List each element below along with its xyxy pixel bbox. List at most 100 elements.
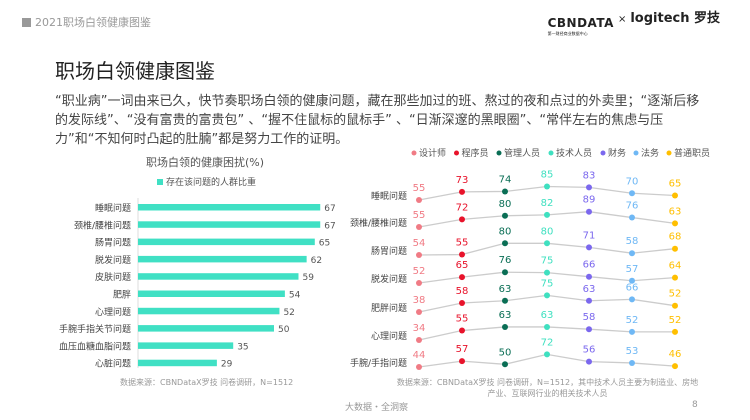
legend-label: 财务 [608,147,626,159]
legend-label: 法务 [641,147,659,159]
point-value-label: 80 [541,226,554,237]
logitech-logo: logitech 罗技 [630,11,720,26]
bar-category-label: 肠胃问题 [95,237,131,249]
line-point [416,337,422,343]
point-value-label: 58 [456,286,469,297]
bar-chart-source: 数据来源：CBNDataX罗技 问卷调研，N=1512 [120,378,294,387]
line-point [459,327,465,334]
bar-category-label: 脱发问题 [95,254,131,266]
bar [138,238,315,246]
line-point [629,328,635,335]
bar [138,307,280,315]
line-point [629,250,635,257]
line-point [544,351,550,358]
line-point [416,197,422,203]
line-category-label: 肠胃问题 [371,245,407,257]
header-square-icon [22,17,31,27]
cbndata-sub: 第一财经商业数据中心 [547,31,588,36]
bar-category-label: 睡眠问题 [95,202,131,214]
point-value-label: 55 [413,183,426,194]
line-point [672,245,678,252]
point-value-label: 75 [541,256,554,267]
footer-slogan: 大数据・全洞察 [345,403,409,413]
line-point [672,302,678,309]
line-point [672,328,678,335]
bar-chart-title: 职场白领的健康困扰(%) [146,155,264,169]
legend-label: 普通职员 [674,147,710,159]
brand-logo: CBNDATA 第一财经商业数据中心 × logitech 罗技 [548,12,720,37]
line-point [502,269,508,276]
point-value-label: 65 [669,179,682,190]
bar-value-label: 67 [324,221,335,231]
line-point [502,323,508,330]
line-category-label: 心理问题 [371,330,407,342]
line-point [459,274,465,281]
legend-label: 程序员 [462,147,489,159]
line-point [672,274,678,281]
intro-paragraph: “职业病”一词由来已久，快节奏职场白领的健康问题，藏在那些加过的班、熬过的夜和点… [55,94,700,147]
point-value-label: 80 [499,226,512,237]
bar [138,221,321,228]
point-value-label: 85 [541,170,554,181]
line-point [629,359,635,366]
point-value-label: 56 [583,345,596,356]
point-value-label: 44 [413,350,426,361]
line-point [544,292,550,299]
bar [138,290,285,297]
cbndata-logo: CBNDATA [547,16,614,30]
line-point [672,192,678,199]
point-value-label: 65 [456,260,469,271]
line-point [416,224,422,230]
point-value-label: 71 [583,230,596,241]
bar-category-label: 血压血糖血脂问题 [59,340,131,352]
bar-category-label: 颈椎/腰椎问题 [74,219,131,231]
line-point [629,277,635,284]
line-point [586,244,592,251]
legend-swatch [157,179,163,185]
point-value-label: 68 [669,232,682,243]
legend-dot [666,150,672,156]
point-value-label: 73 [456,175,469,186]
legend-dot [454,150,459,156]
line-point [416,252,422,258]
point-value-label: 53 [626,346,639,357]
bar [138,273,299,280]
bar-value-label: 59 [302,273,314,283]
line-point [586,273,592,280]
bar-value-label: 62 [311,256,322,266]
point-value-label: 57 [626,264,639,275]
line-point [459,358,465,365]
line-point [586,297,592,304]
line-point [629,190,635,197]
legend-label: 技术人员 [556,147,592,159]
bar [138,359,217,367]
bar-value-label: 50 [278,325,290,335]
point-value-label: 72 [456,202,469,213]
line-category-label: 手腕/手指问题 [350,357,407,369]
line-category-label: 颈椎/腰椎问题 [350,217,407,229]
point-value-label: 55 [456,238,469,249]
legend-dot [548,150,554,156]
line-point [459,216,465,223]
line-point [459,188,465,195]
point-value-label: 66 [583,260,596,271]
line-category-label: 脱发问题 [371,273,407,285]
legend-dot [411,150,417,156]
point-value-label: 63 [541,310,554,321]
line-point [586,184,592,191]
point-value-label: 52 [413,266,426,277]
line-point [544,183,550,190]
point-value-label: 52 [669,315,682,326]
line-point [502,361,508,368]
line-category-label: 肥胖问题 [371,302,407,314]
point-value-label: 63 [583,284,596,295]
line-point [629,296,635,303]
point-value-label: 76 [499,255,512,266]
point-value-label: 52 [626,315,639,326]
legend-dot [600,150,606,156]
line-point [502,297,508,304]
bar-value-label: 67 [324,204,335,214]
line-point [586,326,592,333]
report-header: 2021职场白领健康图鉴 [22,14,151,30]
